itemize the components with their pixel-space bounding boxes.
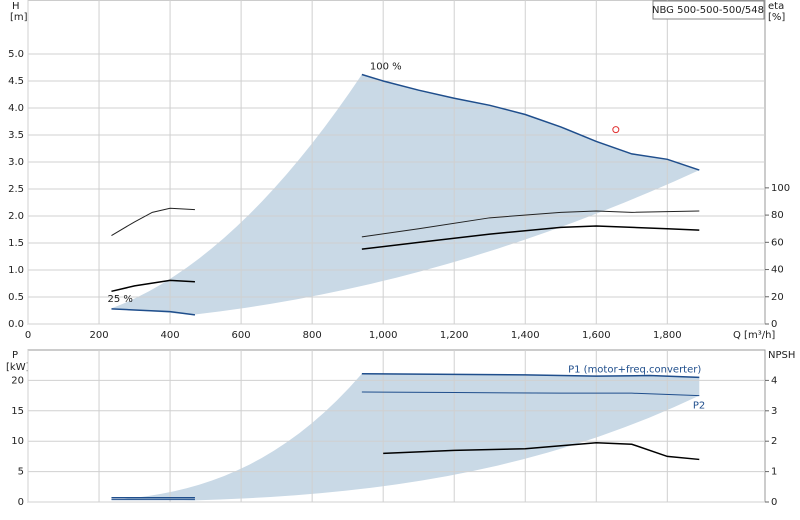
- x-tick-label: 600: [232, 330, 251, 341]
- curve: [361, 225, 700, 250]
- y-tick-label: 3.5: [8, 130, 24, 141]
- y2-tick-label: 80: [771, 210, 784, 221]
- x-label: Q [m³/h]: [733, 330, 775, 341]
- x-tick-label: 200: [89, 330, 108, 341]
- curve: [361, 391, 700, 397]
- series-label: P1 (motor+freq.converter): [568, 364, 701, 375]
- x-tick-label: 800: [303, 330, 322, 341]
- y-tick-label: 0: [18, 497, 24, 508]
- curve: [361, 73, 700, 171]
- y2-label: NPSH: [768, 350, 795, 361]
- y-tick-label: 5.0: [8, 49, 24, 60]
- y-tick-label: 4.5: [8, 76, 24, 87]
- x-tick-label: 1,400: [511, 330, 540, 341]
- y-tick-label: 5: [18, 467, 24, 478]
- y-tick-label: 4.0: [8, 103, 24, 114]
- x-tick-label: 1,200: [440, 330, 469, 341]
- y2-tick-label: 40: [771, 265, 784, 276]
- chart-title: NBG 500-500-500/548: [652, 5, 764, 16]
- y-tick-label: 1.5: [8, 238, 24, 249]
- curve: [111, 279, 195, 293]
- x-tick-label: 400: [161, 330, 180, 341]
- operating-range: [111, 373, 700, 501]
- y2-tick-label: 0: [771, 497, 777, 508]
- y-tick-label: 1.0: [8, 265, 24, 276]
- curve: [111, 308, 196, 316]
- y2-tick-label: 1: [771, 467, 777, 478]
- x-tick-label: 0: [25, 330, 31, 341]
- y2-tick-label: 20: [771, 292, 784, 303]
- y2-tick-label: 60: [771, 237, 784, 248]
- y2-tick-label: 2: [771, 436, 777, 447]
- y2-tick-label: 100: [771, 183, 790, 194]
- y-tick-label: 10: [11, 436, 24, 447]
- y-label: H: [12, 1, 20, 12]
- y-tick-label: 3.0: [8, 157, 24, 168]
- x-tick-label: 1,800: [653, 330, 682, 341]
- annotation: 100 %: [370, 62, 402, 73]
- annotation: 25 %: [107, 294, 132, 305]
- y2-unit: [%]: [768, 12, 785, 23]
- y-tick-label: 15: [11, 406, 24, 417]
- curve: [111, 207, 195, 236]
- curve: [383, 441, 700, 461]
- y2-tick-label: 3: [771, 406, 777, 417]
- y-tick-label: 20: [11, 375, 24, 386]
- y2-tick-label: 0: [771, 319, 777, 330]
- curve: [361, 372, 700, 379]
- y-label: P: [12, 350, 18, 361]
- series-label: P2: [693, 401, 705, 412]
- y-tick-label: 0.5: [8, 292, 24, 303]
- y-tick-label: 0.0: [8, 319, 24, 330]
- y-unit: [m]: [10, 12, 28, 23]
- y-tick-label: 2.0: [8, 211, 24, 222]
- y-tick-label: 2.5: [8, 184, 24, 195]
- curve: [361, 210, 700, 238]
- y2-tick-label: 4: [771, 375, 777, 386]
- x-tick-label: 1,000: [369, 330, 398, 341]
- duty-point: [612, 126, 620, 134]
- y2-label: eta: [768, 1, 784, 12]
- y-unit: [kW]: [6, 362, 30, 373]
- title-box: [652, 0, 765, 20]
- x-tick-label: 1,600: [582, 330, 611, 341]
